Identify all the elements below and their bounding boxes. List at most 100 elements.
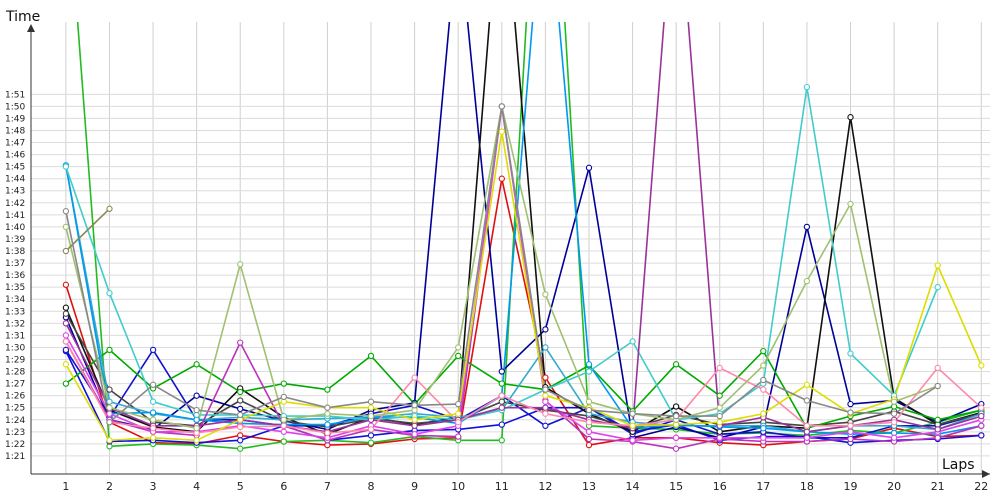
data-point [62,208,70,215]
y-tick-label: 1:41 [5,211,25,221]
data-point [237,261,244,268]
y-tick-label: 1:24 [5,416,25,426]
data-point [455,400,462,408]
data-point [367,352,375,360]
data-point [934,416,941,423]
x-tick-label: 20 [887,480,901,493]
data-point [585,419,593,426]
data-point [542,404,549,411]
data-point [672,403,680,410]
data-point [193,361,200,368]
y-tick-label: 1:30 [5,343,25,353]
data-point [760,410,767,417]
data-point [803,422,811,429]
data-point [542,398,549,405]
data-point [455,344,462,351]
data-point [62,346,70,354]
y-tick-label: 1:43 [5,187,25,197]
data-point [760,347,767,355]
y-tick-label: 1:49 [5,114,25,124]
data-point [62,338,70,345]
y-tick-label: 1:36 [5,271,25,281]
data-point [934,426,941,433]
points-layer [62,83,985,452]
data-point [367,412,375,420]
data-point [106,398,113,405]
data-point [803,381,811,388]
data-point [62,163,70,170]
y-tick-label: 1:26 [5,392,25,402]
series-line-16 [65,130,983,442]
data-point [672,445,680,452]
data-point [498,368,505,375]
x-tick-label: 5 [237,480,244,493]
data-point [62,304,70,311]
data-point [324,421,331,428]
data-point [149,381,157,388]
data-point [237,388,244,396]
data-point [890,410,898,417]
tick-labels: 1 2 3 4 5 6 7 8 9 10 11 12 13 14 15 16 17 18 19 20 21 221:211… [5,90,988,493]
axes [27,24,990,478]
data-point [716,364,723,372]
data-point [411,402,418,409]
data-point [106,386,113,393]
data-point [890,398,898,405]
data-point [542,326,549,333]
series-line-5 [65,349,982,439]
y-axis-arrow [27,24,35,32]
data-point [149,346,157,354]
data-point [498,404,505,411]
data-point [542,344,549,351]
data-point [411,416,418,423]
data-point [803,397,811,404]
data-point [237,437,244,444]
data-point [498,437,505,444]
data-point [716,392,723,399]
data-point [280,428,287,435]
data-point [585,398,593,405]
data-point [803,434,811,441]
data-point [585,435,593,443]
y-tick-label: 1:31 [5,331,25,341]
data-point [542,374,549,381]
series-line-13 [65,105,982,442]
x-axis-arrow [982,470,990,478]
data-point [934,434,941,441]
series-line-14 [65,22,982,433]
data-point [585,164,593,171]
y-tick-label: 1:29 [5,355,25,365]
y-tick-label: 1:45 [5,163,25,173]
y-tick-label: 1:39 [5,235,25,245]
data-point [455,352,462,360]
x-tick-label: 11 [495,480,509,493]
data-point [978,404,985,411]
data-point [847,428,854,435]
data-point [542,386,549,393]
x-tick-label: 4 [193,480,200,493]
data-point [62,310,70,317]
data-point [62,380,70,387]
data-point [106,205,113,212]
data-point [978,422,985,429]
data-point [629,422,636,429]
data-point [760,434,767,441]
y-tick-label: 1:23 [5,428,25,438]
data-point [542,422,549,429]
data-point [324,404,331,411]
y-tick-label: 1:44 [5,175,25,185]
data-point [106,346,113,354]
data-point [716,419,723,426]
data-point [62,332,70,339]
data-point [629,437,636,444]
data-point [193,406,200,414]
data-point [716,434,723,441]
data-point [760,376,767,384]
data-point [149,416,157,423]
data-point [716,404,723,411]
y-tick-label: 1:48 [5,126,25,136]
data-point [367,426,375,433]
y-tick-label: 1:40 [5,223,25,233]
data-point [193,437,200,444]
